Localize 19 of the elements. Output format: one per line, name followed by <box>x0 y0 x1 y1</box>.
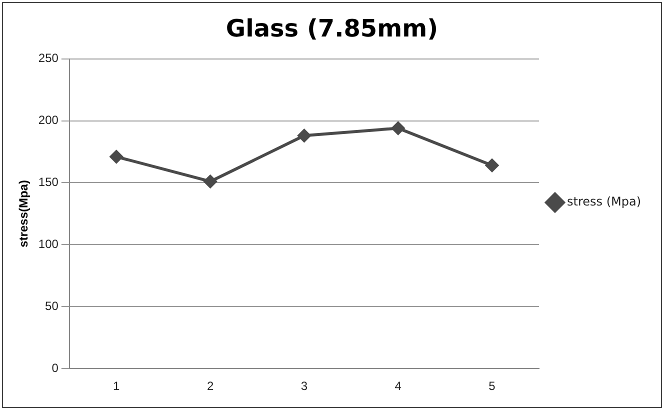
point <box>486 158 499 172</box>
y-axis-title: stress(Mpa) <box>16 180 31 248</box>
point <box>298 129 311 142</box>
x-tick-label: 5 <box>488 379 496 394</box>
y-tick-label: 0 <box>52 360 59 375</box>
x-tick-label: 3 <box>300 379 308 394</box>
y-tick-label: 100 <box>38 236 59 251</box>
chart-title: Glass (7.85mm) <box>226 14 438 43</box>
legend-label: stress (Mpa) <box>566 194 641 209</box>
x-tick-label: 2 <box>206 379 214 394</box>
point <box>110 150 123 164</box>
y-tick-label: 250 <box>38 51 59 66</box>
point <box>392 122 405 135</box>
y-tick-label: 150 <box>38 175 59 190</box>
y-tick-label: 200 <box>38 113 59 128</box>
y-tick-label: 50 <box>45 298 59 313</box>
point <box>204 174 217 188</box>
x-tick-label: 4 <box>394 379 402 394</box>
x-tick-label: 1 <box>113 379 120 394</box>
